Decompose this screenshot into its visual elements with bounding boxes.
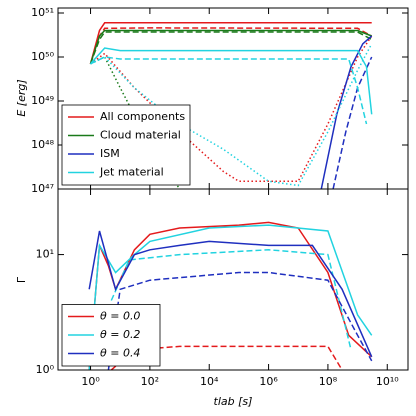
data-line bbox=[90, 35, 373, 183]
data-line bbox=[107, 271, 373, 370]
legend-label: Jet material bbox=[99, 166, 164, 179]
legend-label: θ = 0.2 bbox=[100, 328, 140, 341]
data-line bbox=[320, 35, 373, 189]
data-line bbox=[332, 56, 373, 189]
y-axis-label: E [erg] bbox=[15, 79, 28, 116]
y-tick-label: 10⁴⁹ bbox=[31, 94, 54, 107]
data-line bbox=[89, 22, 372, 64]
data-line bbox=[110, 249, 352, 350]
y-tick-label: 10⁰ bbox=[36, 363, 55, 376]
data-line bbox=[89, 31, 373, 65]
legend-label: All components bbox=[100, 110, 185, 123]
y-tick-label: 10⁴⁷ bbox=[31, 182, 54, 195]
x-tick-label: 10² bbox=[141, 375, 159, 388]
data-line bbox=[88, 230, 373, 358]
x-tick-label: 10⁸ bbox=[319, 375, 338, 388]
y-tick-label: 10⁴⁸ bbox=[31, 138, 54, 151]
x-tick-label: 10⁴ bbox=[200, 375, 219, 388]
axes-frame bbox=[57, 188, 409, 371]
legend-label: Cloud material bbox=[100, 129, 181, 142]
data-line bbox=[89, 47, 373, 115]
legend-box bbox=[61, 104, 191, 186]
data-line bbox=[90, 43, 373, 187]
legend-label: θ = 0.0 bbox=[100, 310, 140, 323]
x-tick-label: 10⁰ bbox=[81, 375, 100, 388]
x-axis-label: tlab [s] bbox=[214, 395, 253, 408]
y-tick-label: 10¹ bbox=[36, 248, 54, 261]
y-tick-label: 10⁵¹ bbox=[31, 6, 54, 19]
legend-label: θ = 0.4 bbox=[100, 347, 140, 360]
x-tick-label: 10⁶ bbox=[259, 375, 278, 388]
data-line bbox=[89, 29, 372, 65]
legend-label: ISM bbox=[100, 147, 120, 160]
x-tick-label: 10¹⁰ bbox=[376, 375, 399, 388]
y-axis-label: Γ bbox=[15, 276, 28, 283]
plot-area bbox=[89, 22, 373, 189]
y-tick-label: 10⁵⁰ bbox=[31, 50, 54, 63]
